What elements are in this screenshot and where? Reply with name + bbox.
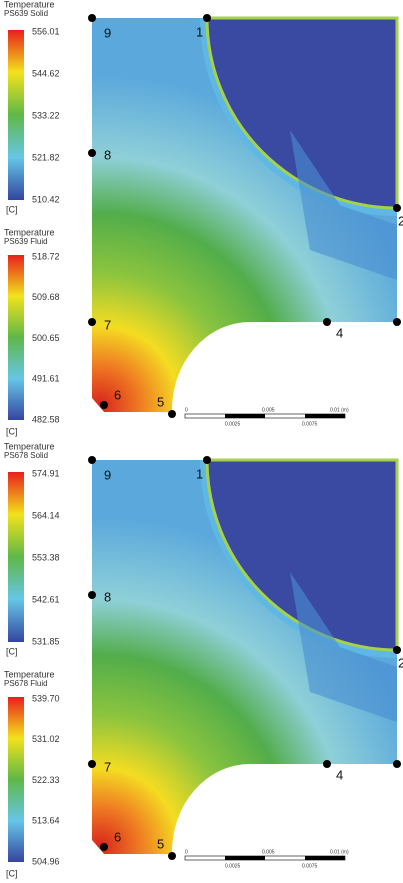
contour-band: [290, 130, 397, 280]
point-label: 9: [104, 25, 111, 40]
point-label: 5: [157, 394, 164, 409]
point-label: 5: [157, 836, 164, 851]
colorbar: [8, 697, 24, 862]
point-label: 6: [114, 387, 121, 402]
point-marker: [393, 646, 401, 654]
legend-tick-label: 574.91: [32, 468, 60, 478]
scale-label: 0.0025: [225, 421, 241, 427]
scale-label: 0.005: [262, 849, 275, 855]
point-marker: [323, 760, 331, 768]
legend-unit: [C]: [6, 204, 18, 214]
fluid-region: [205, 16, 399, 210]
point-marker: [88, 318, 96, 326]
scale-label: 0.0025: [225, 863, 241, 869]
legend-unit: [C]: [6, 868, 18, 878]
legend-unit: [C]: [6, 426, 18, 436]
point-marker: [168, 410, 176, 418]
point-marker: [88, 14, 96, 22]
colorbar: [8, 472, 24, 642]
scale-label: 0: [185, 407, 188, 413]
point-marker: [168, 852, 176, 860]
legend-tick-label: 544.62: [32, 68, 60, 78]
legend-subtitle: PS639 Solid: [4, 9, 48, 18]
scale-label: 0.0075: [302, 863, 318, 869]
point-label: 2: [398, 213, 403, 228]
point-marker: [100, 843, 108, 851]
point-label: 8: [104, 147, 111, 162]
point-marker: [393, 204, 401, 212]
contour-band: [290, 572, 397, 722]
legend-tick-label: 539.70: [32, 693, 60, 703]
legend-tick-label: 531.02: [32, 734, 60, 744]
legend-tick-label: 556.01: [32, 26, 60, 36]
legend-tick-label: 564.14: [32, 510, 60, 520]
legend-tick-label: 509.68: [32, 292, 60, 302]
legend-subtitle: PS639 Fluid: [4, 237, 48, 246]
scale-label: 0.01 (m): [330, 407, 349, 413]
point-label: 1: [196, 24, 203, 39]
point-marker: [203, 456, 211, 464]
point-label: 7: [104, 759, 111, 774]
legend-tick-label: 500.65: [32, 333, 60, 343]
point-marker: [88, 149, 96, 157]
point-marker: [88, 760, 96, 768]
legend-tick-label: 510.42: [32, 194, 60, 204]
point-label: 4: [336, 325, 343, 340]
point-marker: [393, 760, 401, 768]
legend-unit: [C]: [6, 646, 18, 656]
legend-tick-label: 542.61: [32, 594, 60, 604]
legend-tick-label: 522.33: [32, 775, 60, 785]
point-marker: [88, 456, 96, 464]
legend-title: Temperature: [4, 441, 55, 451]
legend-tick-label: 518.72: [32, 251, 60, 261]
colorbar: [8, 255, 24, 420]
legend-subtitle: PS678 Fluid: [4, 679, 48, 688]
point-marker: [393, 318, 401, 326]
legend-tick-label: 533.22: [32, 110, 60, 120]
scale-bar: [225, 856, 265, 860]
legend-tick-label: 491.61: [32, 374, 60, 384]
point-label: 6: [114, 829, 121, 844]
legend-tick-label: 504.96: [32, 856, 60, 866]
point-marker: [203, 14, 211, 22]
panel-graphics: [8, 16, 399, 420]
legend-title: Temperature: [4, 0, 55, 9]
legend-title: Temperature: [4, 227, 55, 237]
point-marker: [88, 591, 96, 599]
scale-label: 0.005: [262, 407, 275, 413]
scale-label: 0.0075: [302, 421, 318, 427]
colorbar: [8, 30, 24, 200]
scale-bar: [225, 414, 265, 418]
scale-bar: [305, 414, 345, 418]
point-marker: [323, 318, 331, 326]
legend-tick-label: 521.82: [32, 152, 60, 162]
legend-tick-label: 513.64: [32, 816, 60, 826]
scale-bar: [305, 856, 345, 860]
point-marker: [100, 401, 108, 409]
scale-label: 0.01 (m): [330, 849, 349, 855]
fluid-region: [205, 458, 399, 652]
legend-tick-label: 553.38: [32, 552, 60, 562]
legend-tick-label: 482.58: [32, 414, 60, 424]
point-label: 1: [196, 466, 203, 481]
point-label: 9: [104, 467, 111, 482]
panel-graphics: [8, 458, 399, 862]
point-label: 4: [336, 767, 343, 782]
legend-title: Temperature: [4, 669, 55, 679]
point-label: 2: [398, 655, 403, 670]
point-label: 7: [104, 317, 111, 332]
scale-label: 0: [185, 849, 188, 855]
point-label: 8: [104, 589, 111, 604]
legend-tick-label: 531.85: [32, 636, 60, 646]
legend-subtitle: PS678 Solid: [4, 451, 48, 460]
